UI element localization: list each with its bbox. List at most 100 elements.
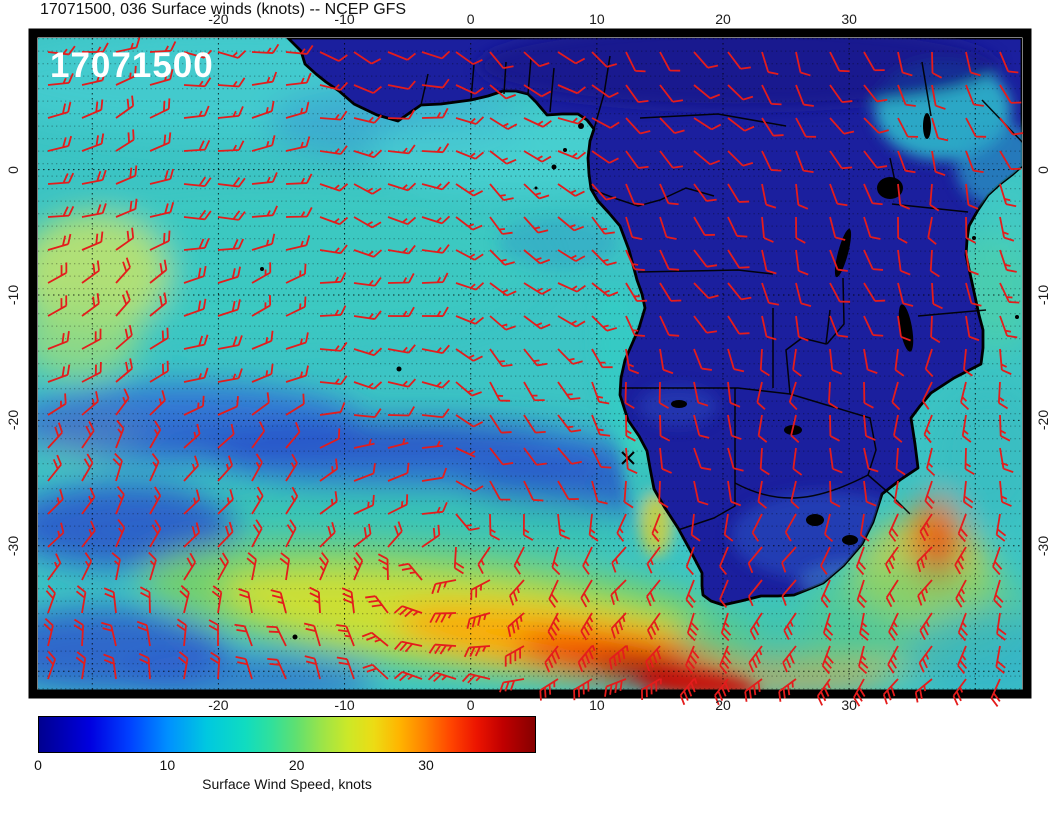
wind-barb (285, 263, 307, 284)
wind-barb (285, 72, 312, 86)
wind-barb (47, 73, 74, 86)
wind-barb (183, 395, 205, 416)
wind-barb (897, 84, 916, 107)
wind-barb (863, 282, 886, 302)
wind-barb (544, 645, 561, 673)
wind-barb (304, 655, 321, 680)
wind-barb (285, 393, 305, 416)
wind-barb (183, 552, 196, 581)
wind-barb (557, 150, 587, 160)
wind-barb (954, 546, 967, 575)
wind-barb (557, 348, 583, 365)
lat-tick-right: 0 (1035, 165, 1051, 174)
wind-barb (183, 77, 212, 88)
wind-barb (727, 381, 741, 408)
wind-barb (455, 414, 484, 428)
wind-barb (285, 486, 299, 515)
wind-barb (217, 521, 234, 548)
wind-barb (377, 553, 389, 581)
wind-barb (285, 136, 311, 152)
wind-barb (353, 408, 382, 419)
wind-barb (863, 84, 888, 103)
wind-barb (421, 306, 449, 317)
wind-barb (319, 402, 346, 416)
wind-barb (45, 584, 56, 614)
wind-barb (610, 612, 627, 639)
wind-barb (821, 645, 834, 675)
wind-barb (319, 341, 348, 352)
wind-barb (81, 169, 107, 185)
wind-barb (217, 266, 242, 284)
wind-barb (897, 117, 919, 138)
wind-barb (749, 612, 763, 641)
wind-barb (783, 612, 797, 640)
lon-tick-top: -20 (208, 11, 229, 27)
lon-tick-bottom: 10 (589, 697, 605, 713)
wind-barb (820, 579, 831, 608)
wind-barb (965, 282, 982, 307)
wind-barb (285, 332, 309, 350)
wind-barb (183, 176, 212, 188)
wind-barb (489, 216, 513, 235)
wind-barb (679, 677, 698, 706)
wind-barb (387, 109, 416, 120)
wind-barb (421, 215, 451, 225)
wind-barb (611, 546, 627, 573)
x-marker (621, 451, 635, 465)
wind-barb (285, 365, 309, 383)
wind-barb (489, 183, 514, 201)
wind-barb (47, 262, 68, 284)
wind-barb (547, 612, 560, 641)
wind-barb (930, 315, 941, 344)
wind-barb (509, 579, 525, 606)
wind-barb (353, 51, 382, 65)
wind-barb (659, 315, 680, 337)
lat-tick-left: -30 (5, 535, 21, 556)
wind-barb (251, 330, 274, 350)
wind-barb (863, 447, 879, 473)
wind-barb (557, 381, 581, 401)
wind-barb (398, 562, 423, 581)
wind-barb (217, 77, 246, 88)
wind-barb (999, 480, 1012, 507)
wind-barb (829, 84, 853, 104)
wind-barb (996, 612, 1007, 641)
wind-barb (183, 209, 212, 221)
wind-barb (591, 315, 618, 332)
wind-barb (149, 292, 168, 317)
wind-barb (926, 447, 936, 477)
wind-barb (421, 501, 448, 515)
wind-barb (608, 645, 629, 670)
wind-barb (693, 216, 716, 236)
wind-barb (523, 84, 552, 98)
wind-barb (115, 227, 135, 251)
wind-barb (659, 282, 682, 302)
wind-barb (853, 678, 866, 707)
wind-barb (591, 216, 615, 235)
wind-barb (251, 421, 266, 449)
wind-barb (646, 546, 661, 574)
figure-title: 17071500, 036 Surface winds (knots) -- N… (40, 1, 407, 18)
wind-barb (727, 84, 754, 101)
wind-barb (523, 447, 547, 466)
wind-barb (81, 260, 100, 284)
wind-barb (149, 453, 160, 482)
wind-barb (999, 51, 1019, 74)
wind-barb (863, 117, 889, 134)
wind-barb (761, 216, 774, 243)
wind-barb (856, 579, 867, 609)
wind-barb (882, 678, 899, 705)
wind-barb (993, 579, 1004, 609)
wind-barb (336, 624, 355, 647)
wind-barb (455, 447, 476, 458)
wind-barb (421, 379, 451, 389)
wind-barb (387, 344, 416, 354)
wind-barb (47, 522, 65, 548)
wind-barb (183, 455, 200, 482)
wind-barb (999, 447, 1014, 473)
wind-barb (829, 150, 853, 170)
wind-barb (266, 625, 287, 647)
wind-barb (47, 422, 63, 449)
wind-barb (685, 645, 700, 675)
wind-barb (81, 99, 104, 119)
